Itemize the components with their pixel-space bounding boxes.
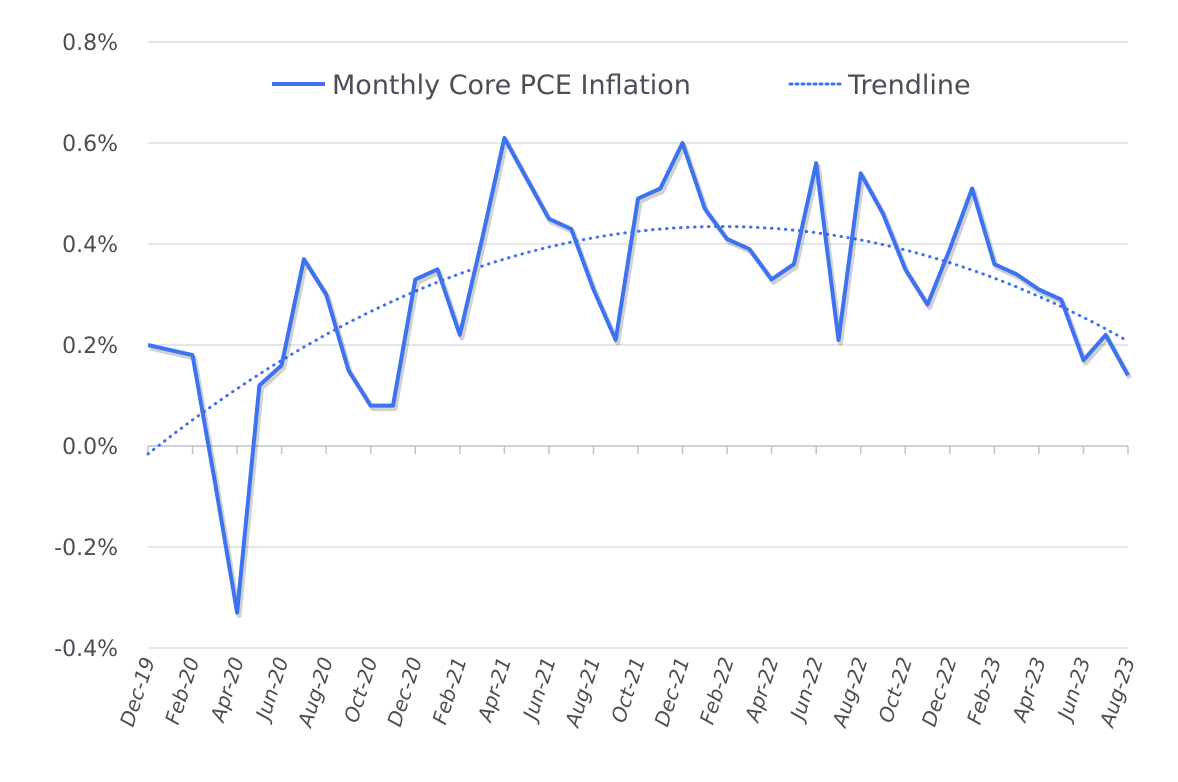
trendline (146, 225, 1130, 456)
y-tick-label: -0.2% (54, 536, 118, 561)
y-tick-label: 0.2% (62, 334, 118, 359)
x-tick-label: Dec-19 (115, 654, 160, 729)
y-tick-label: 0.6% (62, 132, 118, 157)
x-tick-label: Jun-21 (517, 654, 561, 726)
series-layer (146, 136, 1133, 619)
x-tick-label: Oct-20 (339, 654, 383, 725)
x-tick-label: Feb-22 (695, 654, 739, 727)
x-tick-label: Aug-22 (827, 654, 873, 732)
y-tick-label: 0.8% (62, 31, 118, 56)
x-tick-label: Apr-20 (205, 654, 249, 726)
gridlines (148, 41, 1128, 649)
x-tick-label: Aug-20 (292, 654, 338, 732)
legend-label-core-pce: Monthly Core PCE Inflation (332, 70, 691, 101)
y-tick-label: 0.4% (62, 233, 118, 258)
x-tick-label: Apr-23 (1007, 654, 1051, 726)
x-tick-label: Feb-20 (160, 654, 204, 727)
legend: Monthly Core PCE Inflation Trendline (272, 70, 971, 101)
x-axis: Dec-19 Feb-20 Apr-20 Jun-20 Aug-20 Oct-20 Dec-… (115, 445, 1140, 732)
y-tick-label: 0.0% (62, 435, 118, 460)
x-tick-label: Jun-23 (1051, 654, 1095, 726)
x-tick-label: Aug-23 (1094, 654, 1140, 732)
y-axis-labels: -0.4% -0.2% 0.0% 0.2% 0.4% 0.6% 0.8% (54, 31, 118, 662)
x-tick-label: Apr-21 (472, 654, 516, 726)
x-tick-label: Aug-21 (560, 654, 606, 732)
y-tick-label: -0.4% (54, 637, 118, 662)
x-tick-label: Feb-23 (962, 654, 1006, 727)
x-tick-label: Oct-22 (873, 654, 917, 725)
x-tick-label: Dec-20 (382, 654, 427, 729)
x-tick-label: Jun-22 (784, 654, 828, 726)
x-tick-label: Dec-21 (649, 654, 694, 729)
legend-label-trendline: Trendline (847, 70, 971, 101)
x-tick-label: Feb-21 (427, 654, 471, 727)
series-line-shadow (149, 138, 1133, 619)
x-tick-label: Jun-20 (250, 654, 294, 726)
x-tick-label: Dec-22 (917, 654, 962, 729)
x-tick-label: Apr-22 (740, 654, 784, 726)
x-tick-label: Oct-21 (606, 654, 650, 725)
